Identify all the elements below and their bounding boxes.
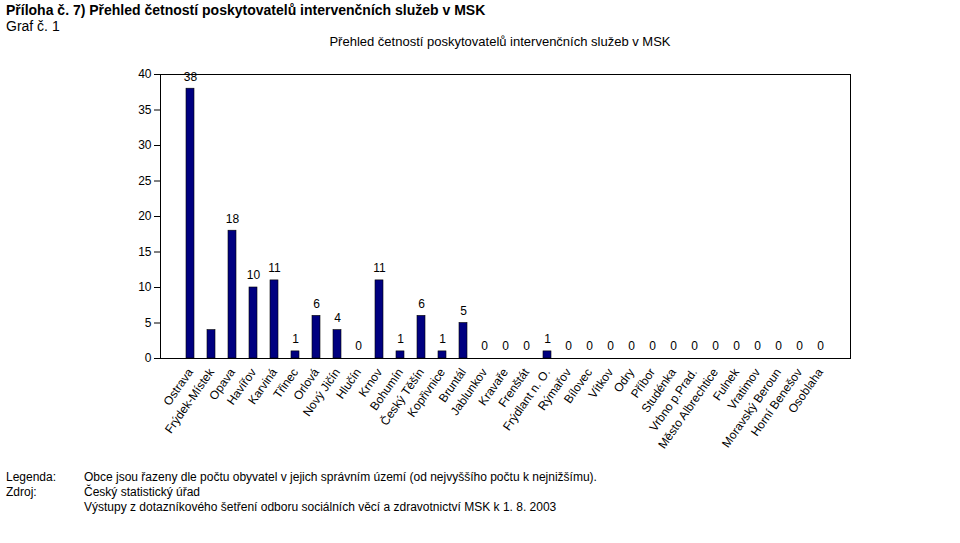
svg-text:Bohumín: Bohumín xyxy=(367,365,407,414)
svg-text:0: 0 xyxy=(355,339,362,353)
svg-text:0: 0 xyxy=(586,339,593,353)
html-text:Graf č. 1: Graf č. 1 xyxy=(6,18,60,34)
svg-text:0: 0 xyxy=(145,351,152,365)
svg-text:Kopřivnice: Kopřivnice xyxy=(404,365,449,420)
svg-text:0: 0 xyxy=(754,339,761,353)
svg-text:0: 0 xyxy=(712,339,719,353)
svg-text:0: 0 xyxy=(775,339,782,353)
svg-text:Vítkov: Vítkov xyxy=(586,366,617,401)
html-text:Příloha č. 7) Přehled četností: Příloha č. 7) Přehled četností poskytova… xyxy=(6,2,486,18)
svg-text:38: 38 xyxy=(184,70,198,84)
svg-text:0: 0 xyxy=(502,339,509,353)
svg-text:5: 5 xyxy=(145,316,152,330)
html-text:Zdroj:: Zdroj: xyxy=(6,485,37,499)
svg-text:40: 40 xyxy=(138,67,152,81)
svg-text:Jablunkov: Jablunkov xyxy=(447,365,491,418)
svg-text:30: 30 xyxy=(138,138,152,152)
svg-text:1: 1 xyxy=(439,332,446,346)
svg-text:Frenštát: Frenštát xyxy=(495,365,533,410)
svg-text:0: 0 xyxy=(796,339,803,353)
svg-text:Odry: Odry xyxy=(610,365,638,395)
svg-text:Studénka: Studénka xyxy=(638,365,680,416)
svg-text:Český Těšín: Český Těšín xyxy=(377,365,428,429)
svg-text:Hlučín: Hlučín xyxy=(333,366,364,402)
svg-text:0: 0 xyxy=(670,339,677,353)
svg-text:Nový Jičín: Nový Jičín xyxy=(299,365,344,420)
svg-text:25: 25 xyxy=(138,174,152,188)
svg-text:0: 0 xyxy=(733,339,740,353)
html-text:Výstupy z dotazníkového šetřen: Výstupy z dotazníkového šetření odboru s… xyxy=(84,500,557,514)
svg-text:18: 18 xyxy=(226,212,240,226)
svg-text:1: 1 xyxy=(544,332,551,346)
svg-text:5: 5 xyxy=(460,304,467,318)
svg-text:Příbor: Příbor xyxy=(627,365,659,401)
svg-text:0: 0 xyxy=(481,339,488,353)
html-text:Přehled četností poskytovatelů: Přehled četností poskytovatelů intervenč… xyxy=(329,34,671,49)
svg-text:Město Albrechtice: Město Albrechtice xyxy=(655,365,721,451)
svg-text:Frýdek-Místek: Frýdek-Místek xyxy=(162,365,218,436)
svg-text:0: 0 xyxy=(628,339,635,353)
svg-text:15: 15 xyxy=(138,245,152,259)
svg-text:Osoblaha: Osoblaha xyxy=(785,365,826,415)
html-text:Obce jsou řazeny dle počtu oby: Obce jsou řazeny dle počtu obyvatel v je… xyxy=(84,470,597,484)
svg-text:Kravaře: Kravaře xyxy=(475,365,512,409)
svg-text:10: 10 xyxy=(138,280,152,294)
svg-text:1: 1 xyxy=(397,332,404,346)
svg-text:6: 6 xyxy=(418,297,425,311)
svg-text:Rýmařov: Rýmařov xyxy=(535,365,575,413)
svg-text:20: 20 xyxy=(138,209,152,223)
svg-text:0: 0 xyxy=(649,339,656,353)
svg-text:6: 6 xyxy=(313,297,320,311)
svg-text:Bruntál: Bruntál xyxy=(435,365,470,405)
html-text:Legenda:: Legenda: xyxy=(6,470,57,484)
svg-text:Fulnek: Fulnek xyxy=(710,365,743,404)
svg-text:11: 11 xyxy=(373,261,386,275)
svg-text:10: 10 xyxy=(247,268,261,282)
svg-text:1: 1 xyxy=(292,332,299,346)
svg-text:Moravský Beroun: Moravský Beroun xyxy=(719,365,785,451)
svg-text:Bílovec: Bílovec xyxy=(561,365,596,406)
svg-text:0: 0 xyxy=(817,339,824,353)
svg-text:35: 35 xyxy=(138,103,152,117)
svg-text:Vrbno p.Prad.: Vrbno p.Prad. xyxy=(646,365,701,434)
html-text:Český statistický úřad: Český statistický úřad xyxy=(84,485,200,499)
svg-text:0: 0 xyxy=(523,339,530,353)
svg-text:0: 0 xyxy=(607,339,614,353)
svg-text:Ostrava: Ostrava xyxy=(160,365,197,409)
svg-text:0: 0 xyxy=(565,339,572,353)
svg-text:Vratimov: Vratimov xyxy=(724,365,764,413)
svg-text:Horní Benešov: Horní Benešov xyxy=(748,365,806,439)
svg-text:Opava: Opava xyxy=(206,365,239,403)
svg-text:4: 4 xyxy=(334,311,341,325)
svg-text:Havířov: Havířov xyxy=(223,365,260,408)
svg-text:Karviná: Karviná xyxy=(245,365,281,407)
svg-text:11: 11 xyxy=(268,261,281,275)
svg-text:0: 0 xyxy=(691,339,698,353)
svg-text:Frýdlant n. O.: Frýdlant n. O. xyxy=(499,365,554,434)
svg-text:Třinec: Třinec xyxy=(270,365,302,401)
svg-text:Krnov: Krnov xyxy=(355,365,386,400)
svg-text:Orlová: Orlová xyxy=(290,365,323,403)
